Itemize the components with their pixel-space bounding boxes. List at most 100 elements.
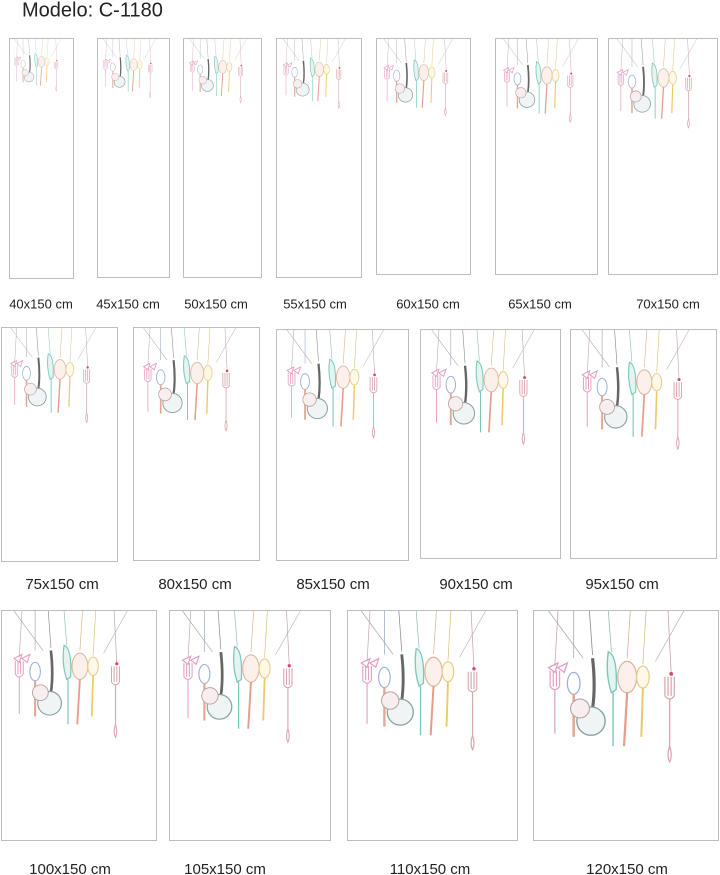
bow [282,62,293,68]
string [342,329,346,364]
spoon-handle [430,78,433,103]
fork [467,671,478,752]
ladle-bowl-2 [32,684,49,702]
size-label: 90x150 cm [439,576,512,593]
string [614,329,618,365]
spoon-handle [488,391,493,433]
spoon-bowl [424,656,443,687]
string [366,610,371,662]
fork [14,59,19,82]
spoon-handle [640,688,644,737]
bow [547,661,569,674]
spoon-handle [622,692,629,747]
string [398,610,403,652]
illustration [502,38,579,124]
string [414,38,417,60]
charm [570,72,573,75]
string [10,327,33,358]
string [143,327,168,361]
string [192,38,194,63]
string [655,610,685,662]
string [436,329,440,372]
string [536,38,539,62]
fork [103,62,108,87]
illustration [360,610,486,752]
ladle-handle [29,55,31,73]
bow [142,362,158,371]
charm [373,373,376,377]
string [301,38,304,60]
string [629,329,633,363]
ladle-bowl-2 [24,382,37,396]
ladle-handle [37,357,41,390]
spoon-handle [501,388,504,426]
spoon-bowl [258,658,271,679]
ladle-handle [400,654,405,701]
string [14,327,17,363]
knife [413,59,419,108]
string [18,610,23,658]
size-label: 55x150 cm [283,296,347,311]
charm [669,672,674,676]
page-title: Modelo: C-1180 [22,0,163,21]
spoon-handle [317,76,320,102]
knife [414,647,425,736]
spoon-handle [46,65,48,83]
spoon-bowl [190,361,204,385]
string [641,38,644,65]
string [490,329,494,366]
string [69,327,73,362]
string [502,329,506,371]
string [102,38,117,58]
fork [283,668,293,744]
spoon-handle [76,679,81,725]
string [224,327,228,371]
string [47,610,52,648]
string [404,38,407,62]
string [354,329,357,369]
charm [523,376,527,380]
string [415,610,420,649]
string [521,329,525,378]
string [433,610,437,655]
ladle-handle [207,58,210,81]
string [329,329,333,360]
illustration [13,38,62,92]
ladle-handle [219,651,224,697]
fork [673,382,683,451]
string [386,38,389,67]
spoon-bowl [314,61,324,77]
spoon-handle [640,394,646,437]
string [34,38,37,54]
size-label: 110x150 cm [390,861,471,875]
string [554,610,559,667]
string [113,610,118,664]
string [103,610,128,654]
spoon-handle [654,390,658,430]
charm [115,662,119,666]
knife [62,644,72,725]
fork [83,369,91,424]
string [144,38,156,59]
spoon-handle [57,379,61,413]
ladle-handle [302,60,305,84]
ladle-bowl-2 [21,69,29,77]
string [28,38,30,55]
string [207,327,211,365]
string [214,38,217,57]
string [642,610,647,665]
string [679,38,698,69]
knife [628,361,637,437]
size-panel [570,329,717,559]
spoon-bowl [617,660,638,694]
string [14,38,27,56]
ladle-bowl-2 [158,387,172,402]
size-label: 120x150 cm [586,861,668,875]
string [310,38,313,58]
charm [150,62,152,65]
fork [504,71,510,107]
fork [442,72,449,117]
string [291,329,295,370]
string [63,610,68,646]
